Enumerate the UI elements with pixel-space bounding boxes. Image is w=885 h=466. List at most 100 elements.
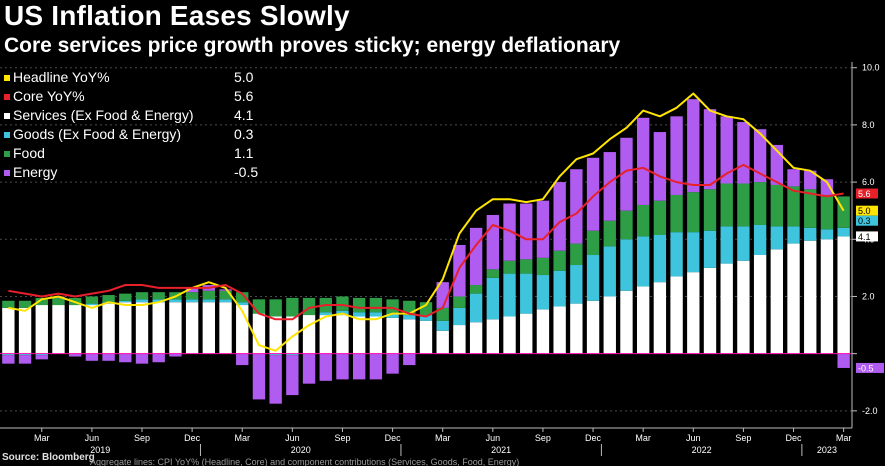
end-label: 5.6 xyxy=(858,189,871,199)
bar-segment xyxy=(486,269,500,278)
x-tick-label: Mar xyxy=(635,433,651,443)
end-label-box xyxy=(856,362,884,373)
bar-segment xyxy=(753,224,767,256)
bar-segment xyxy=(152,302,165,354)
bar-segment xyxy=(520,259,533,274)
legend-swatch xyxy=(4,170,10,176)
end-label-box xyxy=(856,188,878,199)
bar-segment xyxy=(687,232,700,273)
bar-segment xyxy=(236,302,249,306)
bar-segment xyxy=(653,282,667,354)
bar-segment xyxy=(352,316,366,354)
bar-segment xyxy=(620,137,633,211)
bar-segment xyxy=(703,109,717,190)
bar-segment xyxy=(85,296,99,304)
legend-item: Core YoY% 5.6 xyxy=(4,87,269,106)
bar-segment xyxy=(152,292,165,300)
bar-segment xyxy=(152,299,165,303)
end-label: 4.1 xyxy=(858,232,871,242)
year-label: 2022 xyxy=(692,445,712,455)
bar-segment xyxy=(419,320,433,354)
bar-segment xyxy=(770,226,784,250)
legend-value: 1.1 xyxy=(234,145,254,161)
bar-segment xyxy=(453,296,466,308)
x-tick-label: Jun xyxy=(486,433,501,443)
legend-label: Energy xyxy=(13,164,58,180)
bar-segment xyxy=(687,99,700,193)
x-tick-label: Dec xyxy=(184,433,201,443)
bar-segment xyxy=(570,303,583,354)
bar-segment xyxy=(386,313,399,318)
legend-swatch xyxy=(4,94,10,100)
year-label: 2020 xyxy=(291,445,311,455)
bar-segment xyxy=(620,290,633,354)
x-tick-label: Dec xyxy=(786,433,803,443)
bar-segment xyxy=(586,300,600,354)
bar-segment xyxy=(18,355,32,364)
bar-segment xyxy=(586,157,600,231)
bar-segment xyxy=(787,186,800,227)
bar-segment xyxy=(302,353,316,384)
bar-segment xyxy=(436,307,449,321)
bar-segment xyxy=(269,299,282,317)
bar-segment xyxy=(536,257,550,276)
bar-segment xyxy=(603,220,616,247)
bar-segment xyxy=(520,313,533,354)
legend-value: 5.0 xyxy=(234,69,254,85)
bar-segment xyxy=(670,276,683,354)
bar-segment xyxy=(837,236,850,354)
bar-segment xyxy=(68,305,82,354)
legend-swatch xyxy=(4,151,10,157)
chart-title: US Inflation Eases Slowly xyxy=(4,0,350,31)
bar-segment xyxy=(536,275,550,310)
series-line xyxy=(8,163,844,321)
year-label: 2023 xyxy=(817,445,837,455)
legend-swatch xyxy=(4,75,10,81)
bar-segment xyxy=(169,302,182,354)
bar-segment xyxy=(85,305,99,354)
bar-segment xyxy=(603,246,616,297)
bar-segment xyxy=(102,303,115,354)
x-tick-label: Sep xyxy=(134,433,150,443)
bar-segment xyxy=(302,315,316,354)
bar-segment xyxy=(336,296,349,311)
bar-segment xyxy=(319,353,332,381)
bar-segment xyxy=(2,353,15,356)
bar-segment xyxy=(135,292,149,300)
bar-segment xyxy=(436,330,449,354)
bar-segment xyxy=(269,353,282,356)
bar-segment xyxy=(286,353,299,356)
legend-item: Food 1.1 xyxy=(4,144,269,163)
bar-segment xyxy=(820,239,834,354)
bar-segment xyxy=(453,325,466,354)
bar-segment xyxy=(703,267,717,354)
bar-segment xyxy=(119,302,132,354)
bar-segment xyxy=(18,300,32,308)
footer-fine-print: Aggregate lines: CPI YoY% (Headline, Cor… xyxy=(90,458,520,466)
bar-segment xyxy=(52,305,65,354)
bar-segment xyxy=(553,182,566,251)
bar-segment xyxy=(520,203,533,260)
legend-swatch xyxy=(4,132,10,138)
bar-segment xyxy=(2,300,15,308)
y-tick-label: 6.0 xyxy=(862,177,875,187)
bar-segment xyxy=(586,230,600,256)
bar-segment xyxy=(687,272,700,354)
bar-segment xyxy=(503,273,516,317)
bar-segment xyxy=(503,260,516,274)
bar-segment xyxy=(236,292,249,303)
bar-segment xyxy=(804,170,817,190)
bar-segment xyxy=(2,355,15,364)
bar-segment xyxy=(636,286,650,354)
end-label: -0.5 xyxy=(858,363,874,373)
bar-segment xyxy=(503,203,516,261)
bar-segment xyxy=(286,316,299,354)
bar-segment xyxy=(620,239,633,291)
bar-segment xyxy=(753,255,767,354)
bar-segment xyxy=(369,312,383,317)
bar-segment xyxy=(202,290,216,300)
bar-segment xyxy=(135,353,149,364)
bar-segment xyxy=(219,289,232,291)
bar-segment xyxy=(252,353,266,400)
legend-item: Energy -0.5 xyxy=(4,163,269,182)
